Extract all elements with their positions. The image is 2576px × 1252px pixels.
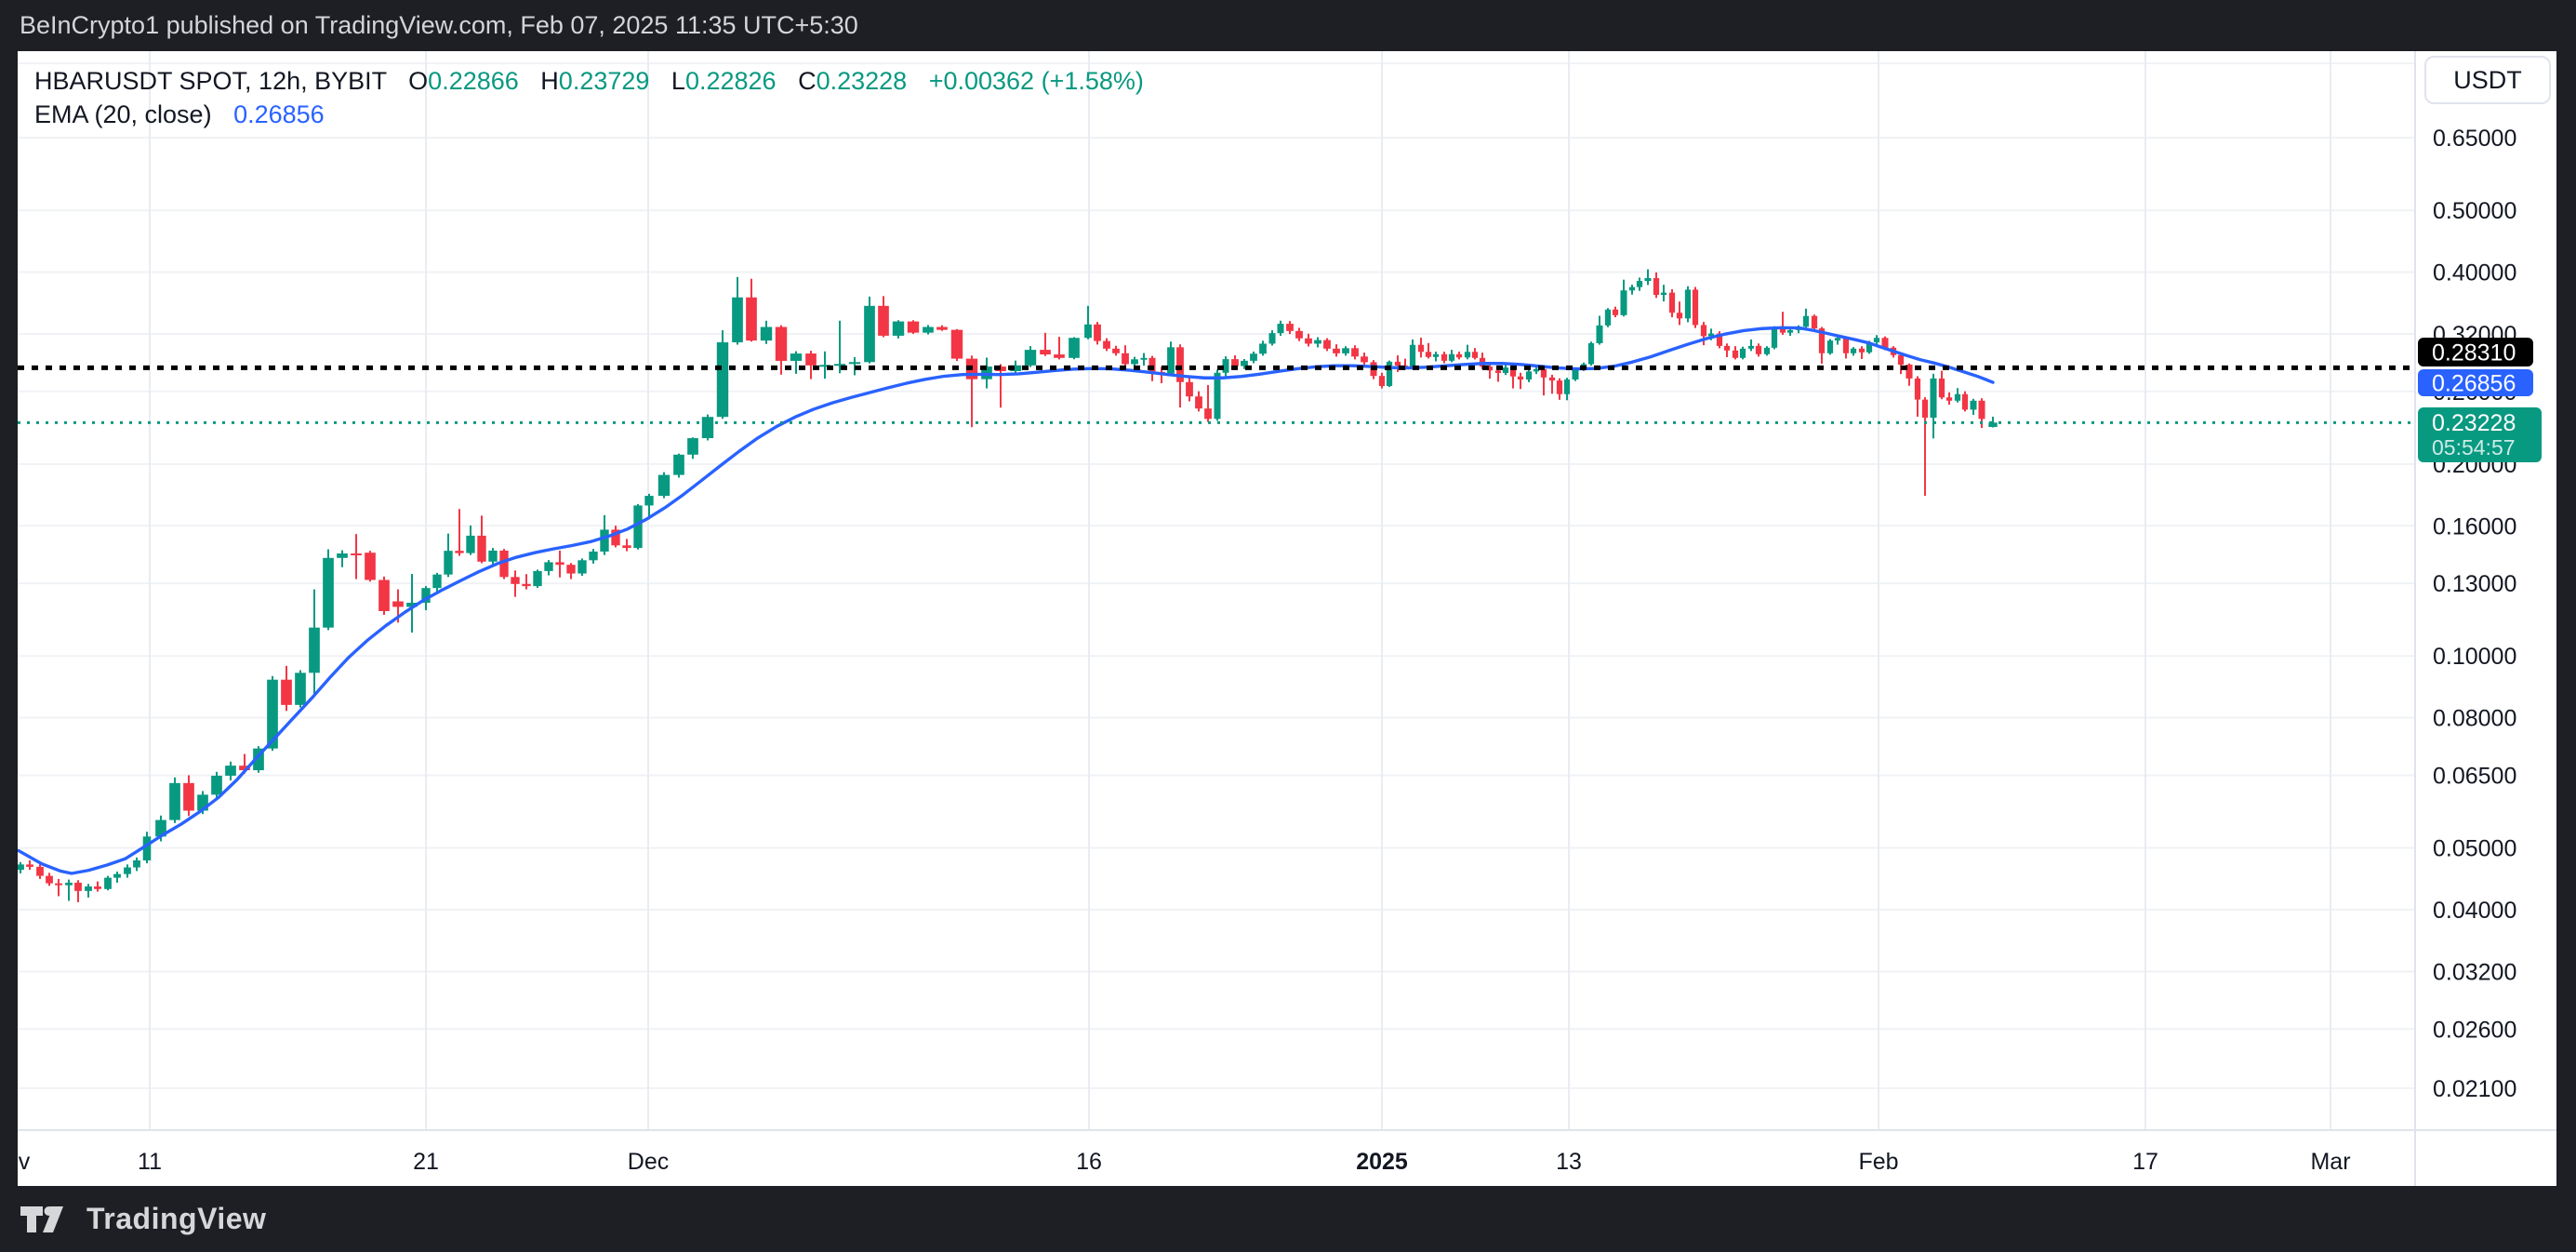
low-value: 0.22826 [684, 67, 777, 95]
time-axis-label-16: 16 [1076, 1149, 1102, 1175]
price-axis[interactable]: 0.650000.500000.400000.320000.260000.200… [2433, 126, 2516, 1102]
price-axis-label-0.10000: 0.10000 [2433, 644, 2516, 670]
currency-toggle-button[interactable]: USDT [2424, 56, 2551, 104]
tradingview-logo-icon[interactable] [20, 1204, 73, 1235]
candlestick-series [18, 269, 1998, 902]
time-axis-label-21: 21 [413, 1149, 439, 1175]
price-axis-label-0.08000: 0.08000 [2433, 706, 2516, 732]
high-value: 0.23729 [558, 67, 650, 95]
pane-borders [18, 51, 2556, 1186]
close-label: C [798, 67, 817, 95]
price-axis-label-0.04000: 0.04000 [2433, 898, 2516, 924]
price-axis-label-0.02600: 0.02600 [2433, 1017, 2516, 1043]
price-axis-label-0.03200: 0.03200 [2433, 959, 2516, 985]
open-label: O [408, 67, 429, 95]
time-axis[interactable]: Nov 11 21 Dec 16 2025 13 Feb 17 Mar [0, 1149, 2351, 1175]
chart-pane[interactable]: 0.650000.500000.400000.320000.260000.200… [0, 51, 2556, 1186]
time-axis-label-Dec: Dec [628, 1149, 669, 1175]
high-label: H [540, 67, 559, 95]
price-axis-label-0.13000: 0.13000 [2433, 571, 2516, 597]
vertical-gridlines [149, 51, 2331, 1130]
plot-content[interactable] [18, 269, 1998, 902]
horizontal-gridlines [18, 62, 2415, 1089]
price-axis-label-0.65000: 0.65000 [2433, 126, 2516, 152]
time-axis-label-11: 11 [138, 1149, 162, 1175]
footer-brand[interactable]: TradingView [86, 1202, 267, 1235]
time-axis-label-Mar: Mar [2310, 1149, 2350, 1175]
svg-text:0.23228: 0.23228 [2432, 410, 2516, 436]
price-axis-label-0.40000: 0.40000 [2433, 260, 2516, 286]
chart-legend: HBARUSDT SPOT, 12h, BYBIT O0.22866 H0.23… [34, 64, 1144, 131]
publication-bar: BeInCrypto1 published on TradingView.com… [0, 0, 2576, 50]
ema-label[interactable]: EMA (20, close) [34, 100, 212, 128]
time-axis-label-2025: 2025 [1356, 1149, 1408, 1175]
footer-bar: TradingView [0, 1186, 2576, 1252]
price-axis-label-0.02100: 0.02100 [2433, 1076, 2516, 1102]
price-axis-label-0.05000: 0.05000 [2433, 836, 2516, 862]
price-axis-label-0.50000: 0.50000 [2433, 198, 2516, 224]
price-badge-0.26856: 0.26856 [2418, 369, 2533, 397]
time-axis-label-Feb: Feb [1858, 1149, 1898, 1175]
price-axis-label-0.16000: 0.16000 [2433, 513, 2516, 539]
ema-line [18, 326, 1995, 875]
price-axis-label-0.06500: 0.06500 [2433, 763, 2516, 789]
change-value: +0.00362 (+1.58%) [928, 67, 1144, 95]
low-label: L [671, 67, 685, 95]
bar-countdown: 05:54:57 [2432, 435, 2516, 460]
close-value: 0.23228 [816, 67, 908, 95]
symbol-title[interactable]: HBARUSDT SPOT, 12h, BYBIT [34, 67, 387, 95]
time-axis-label-17: 17 [2132, 1149, 2158, 1175]
svg-text:0.28310: 0.28310 [2432, 340, 2516, 366]
price-badge-0.28310: 0.28310 [2418, 338, 2533, 366]
time-axis-label-Nov: Nov [18, 1149, 31, 1175]
ema-value: 0.26856 [233, 100, 325, 128]
legend-ema-row[interactable]: EMA (20, close) 0.26856 [34, 98, 1144, 131]
time-axis-label-13: 13 [1556, 1149, 1582, 1175]
chart-canvas[interactable]: 0.650000.500000.400000.320000.260000.200… [0, 51, 2556, 1186]
legend-symbol-row[interactable]: HBARUSDT SPOT, 12h, BYBIT O0.22866 H0.23… [34, 64, 1144, 98]
svg-text:0.26856: 0.26856 [2432, 371, 2516, 397]
open-value: 0.22866 [428, 67, 519, 95]
publication-text: BeInCrypto1 published on TradingView.com… [20, 11, 858, 39]
